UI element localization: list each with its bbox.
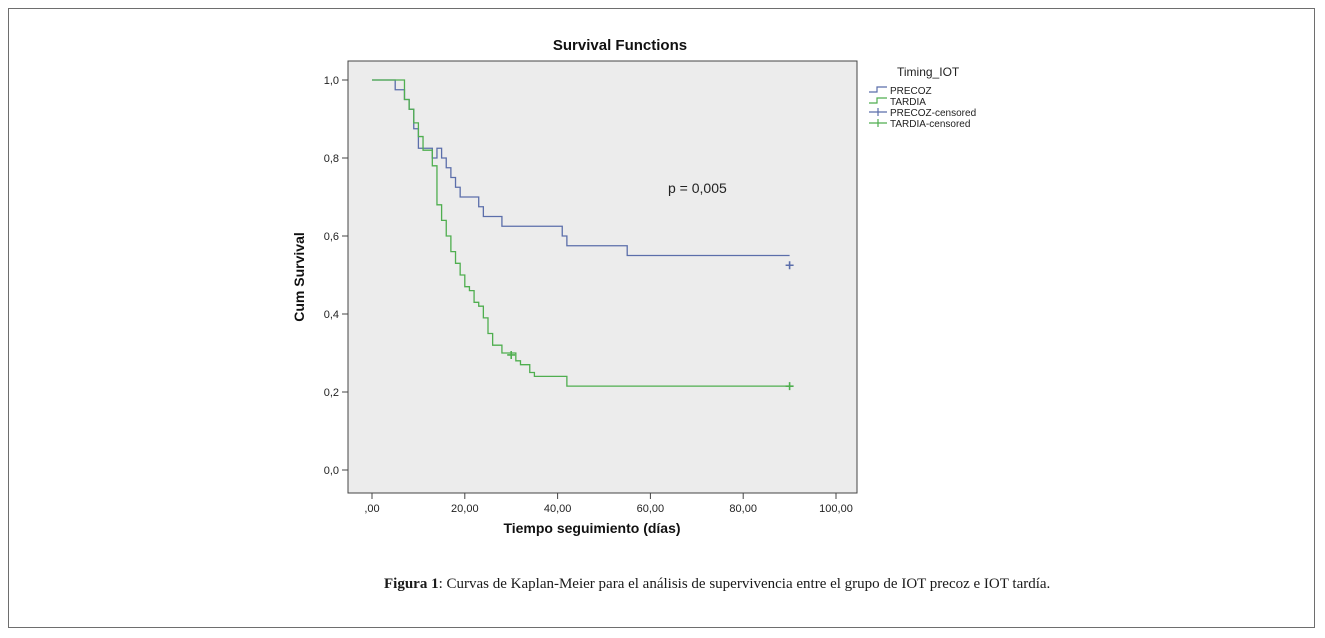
axis-layer: 0,0 0,2 0,4 0,6 0,8 1,0 ,00 20,00 40,00 60,00 80,0… [324, 75, 853, 515]
plot-layer [372, 79, 794, 391]
legend-censor-swatch [869, 119, 887, 127]
x-tick-label: 20,00 [451, 503, 479, 515]
x-tick-label: 100,00 [819, 503, 853, 515]
y-tick-label: 0,8 [324, 153, 339, 165]
y-tick-label: 0,4 [324, 309, 339, 321]
caption-text: : Curvas de Kaplan-Meier para el análisi… [438, 576, 1051, 592]
caption-label: Figura 1 [384, 576, 439, 592]
y-tick-label: 0,2 [324, 387, 339, 399]
legend-title: Timing_IOT [897, 65, 960, 79]
legend-item-tardia: TARDIA [869, 97, 926, 108]
censored-mark-tardia [507, 350, 516, 359]
legend-label: TARDIA [890, 97, 926, 108]
figure-caption: Figura 1: Curvas de Kaplan-Meier para el… [384, 571, 1084, 597]
x-axis-label: Tiempo seguimiento (días) [503, 520, 680, 536]
legend-item-precoz: PRECOZ [869, 86, 932, 97]
x-tick-label: ,00 [364, 503, 379, 515]
legend-item-precoz-censored: PRECOZ-censored [869, 108, 976, 119]
legend-step-swatch [869, 97, 887, 104]
p-value-annotation: p = 0,005 [668, 180, 727, 196]
chart-title: Survival Functions [553, 37, 687, 54]
legend-label: TARDIA-censored [890, 119, 970, 130]
censored-mark-tardia [785, 382, 794, 391]
legend: PRECOZTARDIAPRECOZ-censoredTARDIA-censor… [869, 86, 976, 130]
legend-label: PRECOZ-censored [890, 108, 976, 119]
y-tick-label: 1,0 [324, 75, 339, 87]
legend-item-tardia-censored: TARDIA-censored [869, 119, 970, 130]
x-tick-label: 40,00 [544, 503, 572, 515]
legend-censor-swatch [869, 108, 887, 116]
series-line-tardia [372, 79, 790, 387]
legend-label: PRECOZ [890, 86, 932, 97]
x-tick-label: 60,00 [637, 503, 665, 515]
y-axis-label: Cum Survival [291, 232, 307, 321]
plot-area [347, 60, 858, 494]
y-tick-label: 0,0 [324, 465, 339, 477]
y-tick-label: 0,6 [324, 231, 339, 243]
censored-mark-precoz [785, 261, 794, 270]
x-tick-label: 80,00 [729, 503, 757, 515]
legend-step-swatch [869, 86, 887, 93]
